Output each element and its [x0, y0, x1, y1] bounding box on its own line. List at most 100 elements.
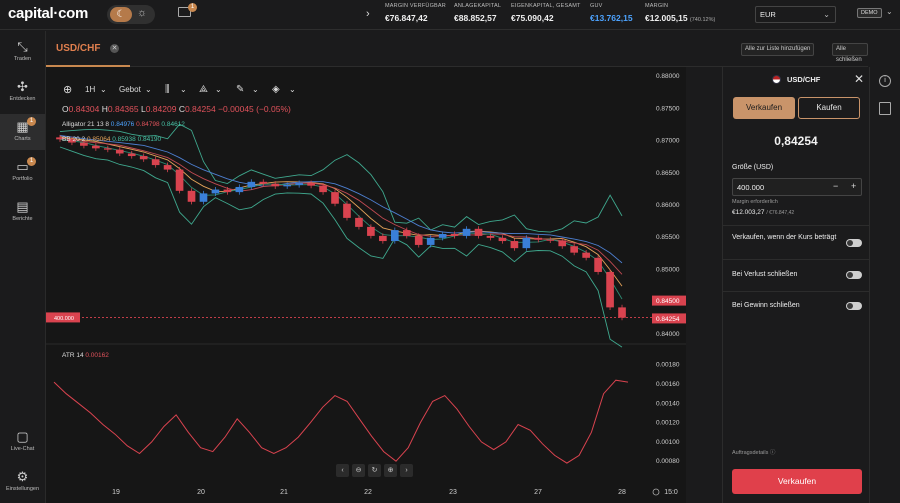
- candle-body: [223, 189, 232, 193]
- chevron-down-icon[interactable]: ⌄: [100, 85, 107, 94]
- candle-body: [558, 240, 567, 247]
- nav-item-reports[interactable]: ▤ Berichte: [0, 199, 45, 229]
- y-tick-label: 0.85500: [656, 234, 680, 241]
- candle-body: [343, 203, 351, 218]
- option-stop-loss[interactable]: Bei Verlust schließen: [723, 259, 869, 291]
- price-label: 0.84254: [656, 316, 680, 323]
- chevron-down-icon[interactable]: ⌄: [145, 85, 152, 94]
- logo[interactable]: capital·com: [8, 5, 89, 22]
- y-tick-label: 0.86500: [656, 170, 680, 177]
- draw-pencil-icon[interactable]: ✎: [236, 84, 245, 95]
- nav-item-settings[interactable]: ⚙ Einstellungen: [0, 469, 45, 499]
- candle-body: [92, 145, 100, 149]
- layers-icon[interactable]: ◈: [272, 84, 280, 95]
- nav-item-charts[interactable]: ▦ Charts 1: [0, 114, 45, 150]
- save-icon[interactable]: [879, 102, 891, 115]
- order-details-link[interactable]: Auftragsdetails ⓘ: [732, 450, 776, 456]
- settings-icon: ⚙: [16, 469, 29, 484]
- candle-body: [211, 189, 220, 194]
- tab-usd-chf[interactable]: USD/CHF ✕: [46, 31, 130, 67]
- size-input[interactable]: 400.000: [737, 183, 765, 192]
- minus-icon[interactable]: −: [833, 181, 839, 191]
- candle-body: [283, 185, 292, 187]
- chevron-down-icon[interactable]: ⌄: [289, 85, 296, 94]
- limit-toggle[interactable]: [846, 239, 862, 247]
- chevron-down-icon[interactable]: ⌄: [886, 7, 893, 16]
- tab-bar: USD/CHF ✕ Alle zur Liste hinzufügen Alle…: [46, 31, 868, 67]
- add-all-to-list-button[interactable]: Alle zur Liste hinzufügen: [741, 43, 815, 56]
- nav-item-trade[interactable]: ⤡ Traden: [0, 39, 45, 69]
- option-limit[interactable]: Verkaufen, wenn der Kurs beträgt: [723, 225, 869, 258]
- chevron-down-icon[interactable]: ⌄: [215, 85, 222, 94]
- candle-body: [594, 257, 602, 272]
- price-type-select[interactable]: Gebot: [119, 85, 141, 94]
- candle-body: [115, 149, 124, 154]
- alligator-teeth-line: [59, 137, 623, 275]
- top-bar: capital·com ☾ ☼ 1 › MARGIN VERFÜGBAR €76…: [0, 0, 900, 30]
- account-mode-badge[interactable]: DEMO: [857, 8, 882, 18]
- candle-body: [402, 230, 411, 236]
- plus-icon[interactable]: +: [851, 181, 857, 191]
- candle-body: [355, 217, 363, 227]
- position-label-bg: [46, 312, 80, 323]
- candle-body: [522, 237, 531, 249]
- candle-type-icon[interactable]: ⫼: [165, 84, 170, 95]
- x-tick-label: 19: [112, 489, 120, 496]
- candle-body: [103, 148, 112, 150]
- close-icon[interactable]: ✕: [854, 72, 865, 86]
- candle-body: [606, 271, 614, 308]
- submit-sell-button[interactable]: Verkaufen: [732, 469, 862, 494]
- stop-loss-toggle[interactable]: [846, 271, 862, 279]
- candle-body: [151, 159, 160, 166]
- metric-margin-available: MARGIN VERFÜGBAR €76.847,42: [385, 3, 446, 23]
- reset-icon[interactable]: ↻: [368, 464, 381, 477]
- close-icon[interactable]: ✕: [110, 44, 119, 53]
- x-tick-label: 20: [197, 489, 205, 496]
- y-tick-label: 0.87500: [656, 105, 680, 112]
- crosshair-icon[interactable]: ⊕: [63, 84, 73, 96]
- candle-body: [331, 192, 339, 204]
- scroll-right-icon[interactable]: ›: [400, 464, 413, 477]
- bollinger-legend: BB 20 2 0.85064 0.85938 0.84190: [62, 136, 162, 143]
- take-profit-toggle[interactable]: [846, 302, 862, 310]
- nav-item-discover[interactable]: ✣ Entdecken: [0, 79, 45, 109]
- interval-select[interactable]: 1H: [85, 85, 96, 94]
- x-tick-label: 27: [534, 489, 542, 496]
- zoom-out-icon[interactable]: ⊖: [352, 464, 365, 477]
- chevron-down-icon[interactable]: ⌄: [180, 85, 187, 94]
- price-chart[interactable]: 0.88000 0.87500 0.87000 0.86500 0.86000 0.855…: [46, 67, 686, 503]
- chevron-down-icon: ⌄: [823, 10, 830, 19]
- order-panel: USD/CHF ✕ Verkaufen Kaufen 0,84254 Größe…: [722, 67, 869, 503]
- candle-body: [546, 239, 555, 241]
- info-icon[interactable]: i: [879, 75, 891, 87]
- sell-tab-button[interactable]: Verkaufen: [733, 97, 795, 119]
- option-take-profit[interactable]: Bei Gewinn schließen: [723, 291, 869, 322]
- metric-invested: ANLAGEKAPITAL €88.852,57: [454, 3, 502, 23]
- buy-tab-button[interactable]: Kaufen: [798, 97, 860, 119]
- chevron-down-icon[interactable]: ⌄: [252, 85, 259, 94]
- quantity-stepper[interactable]: 400.000 − +: [732, 178, 862, 196]
- chart-area[interactable]: 0.88000 0.87500 0.87000 0.86500 0.86000 0.855…: [46, 67, 686, 503]
- portfolio-icon: ▭: [16, 159, 29, 174]
- candle-body: [175, 169, 184, 191]
- currency-select[interactable]: EUR ⌄: [755, 6, 836, 23]
- y-tick-label: 0.84000: [656, 331, 680, 338]
- indicators-icon[interactable]: ⟁: [199, 84, 208, 95]
- x-tick-label: 22: [364, 489, 372, 496]
- scroll-left-icon[interactable]: ‹: [336, 464, 349, 477]
- candle-body: [379, 235, 387, 242]
- candle-body: [56, 137, 64, 140]
- candle-body: [498, 237, 507, 242]
- left-nav: ⤡ Traden ✣ Entdecken ▦ Charts 1 ▭ Portfo…: [0, 31, 46, 503]
- chevron-right-icon[interactable]: ›: [366, 8, 370, 20]
- right-sidebar: i: [869, 67, 900, 503]
- mail-icon[interactable]: [178, 7, 191, 17]
- nav-item-portfolio[interactable]: ▭ Portfolio 1: [0, 157, 45, 189]
- close-all-button[interactable]: Alle schließen: [832, 43, 868, 63]
- info-icon: ⓘ: [769, 450, 776, 456]
- zoom-in-icon[interactable]: ⊕: [384, 464, 397, 477]
- nav-item-live-chat[interactable]: ▢ Live-Chat: [0, 429, 45, 459]
- alligator-legend: Alligator 21 13 8 0.84976 0.84798 0.8461…: [62, 121, 185, 128]
- chart-settings-icon: [652, 488, 660, 496]
- theme-toggle[interactable]: ☾ ☼: [107, 5, 155, 24]
